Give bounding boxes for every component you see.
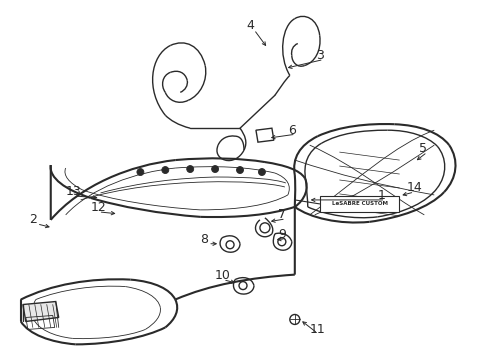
Text: 11: 11 <box>309 323 325 336</box>
Text: 3: 3 <box>315 49 323 62</box>
Circle shape <box>162 167 168 174</box>
Text: 9: 9 <box>277 228 285 241</box>
Text: 14: 14 <box>406 181 421 194</box>
Circle shape <box>186 166 193 172</box>
Text: 10: 10 <box>215 269 230 282</box>
Text: 13: 13 <box>65 185 81 198</box>
Text: 4: 4 <box>245 19 253 32</box>
Polygon shape <box>23 302 59 321</box>
Text: 12: 12 <box>90 201 106 215</box>
Text: 6: 6 <box>287 124 295 137</box>
Circle shape <box>137 168 143 176</box>
Text: 2: 2 <box>29 213 37 226</box>
Text: LeSABRE CUSTOM: LeSABRE CUSTOM <box>331 201 387 206</box>
Text: 1: 1 <box>377 189 385 202</box>
Text: 5: 5 <box>419 141 427 155</box>
Bar <box>319 196 399 212</box>
Circle shape <box>211 166 218 172</box>
Text: 8: 8 <box>200 233 208 246</box>
Circle shape <box>258 168 265 176</box>
Text: 7: 7 <box>277 208 285 221</box>
Circle shape <box>236 167 243 174</box>
